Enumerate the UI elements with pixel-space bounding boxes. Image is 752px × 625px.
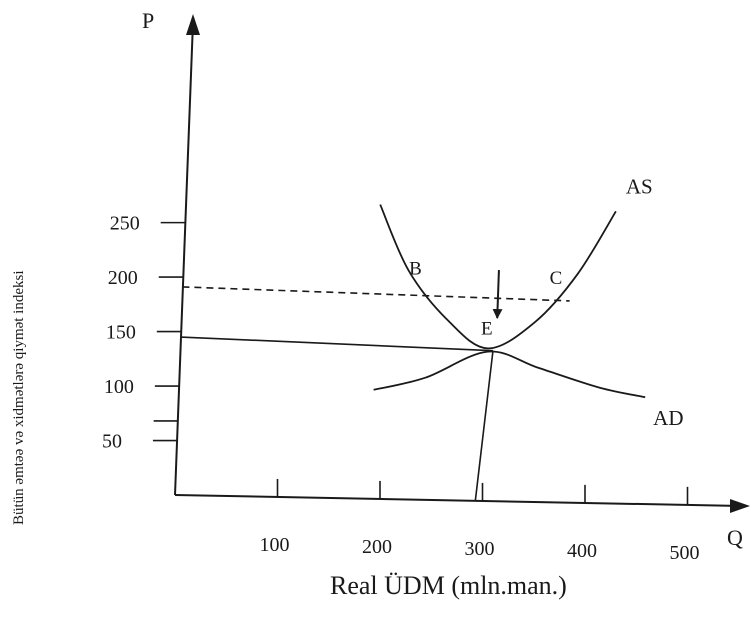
x-axis-arrow-icon	[730, 499, 750, 513]
point-e-label: E	[481, 319, 493, 340]
as-curve	[379, 204, 617, 350]
point-b-label: B	[409, 258, 422, 279]
y-tick-label: 200	[108, 267, 138, 289]
y-axis-letter: P	[142, 8, 154, 33]
x-axis-ticks: 100 200 300 400 500	[260, 478, 700, 564]
y-axis-ticks: 50 100 150 200 250	[102, 213, 185, 453]
x-tick-label: 100	[260, 534, 290, 556]
point-labels: B C E	[409, 258, 562, 339]
y-tick-label: 100	[104, 376, 134, 398]
reference-lines	[180, 286, 570, 501]
as-curve-label: AS	[626, 174, 653, 198]
x-axis-letter: Q	[727, 525, 743, 550]
ad-curve-label: AD	[653, 406, 683, 430]
ad-curve	[373, 350, 646, 399]
x-tick-label: 200	[362, 536, 392, 558]
x-tick-label: 300	[465, 538, 495, 560]
y-axis	[174, 21, 194, 496]
y-axis-arrow-icon	[186, 14, 200, 35]
x-tick-label: 500	[670, 542, 700, 564]
x-axis	[174, 494, 743, 507]
shift-arrow-icon	[492, 270, 503, 320]
curves: AS AD	[373, 174, 684, 430]
y-tick-label: 250	[110, 213, 140, 235]
y-axis-label: Bütün əmtəə və xidmətlərə qiymət indeksi	[11, 270, 27, 525]
y-tick-label: 50	[102, 431, 122, 453]
y-tick-label: 150	[106, 322, 136, 344]
x-axis-label: Real ÜDM (mln.man.)	[330, 571, 567, 600]
guide-line	[180, 336, 494, 352]
point-c-label: C	[550, 268, 563, 289]
x-tick-label: 400	[567, 540, 597, 562]
guide-line	[474, 350, 494, 501]
dashed-guide-line	[182, 286, 570, 302]
